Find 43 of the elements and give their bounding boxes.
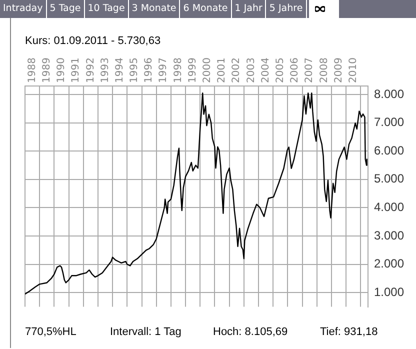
y-tick-label: 1.000 (374, 284, 404, 299)
text: 770,5%HL (25, 326, 76, 338)
x-tick-label: 1996 (144, 58, 155, 83)
x-tick-label: 2009 (333, 58, 344, 83)
x-tick-label: 1988 (26, 58, 38, 83)
x-tick-label: 2001 (216, 58, 228, 83)
text: Intervall: 1 Tag (110, 326, 182, 338)
x-tick-label: 2003 (246, 58, 257, 83)
x-tick-label: 2010 (348, 58, 359, 83)
x-tick-label: 2008 (318, 58, 330, 83)
x-tick-label: 1993 (100, 58, 111, 83)
y-tick-label: 6.000 (374, 143, 404, 158)
x-tick-label: 2005 (274, 58, 286, 83)
text: 5 Jahre (266, 0, 307, 18)
x-tick-label: 2007 (304, 58, 316, 83)
text: 5 Tage (46, 0, 85, 18)
x-tick-label: 1990 (56, 58, 68, 83)
text: 10 Tage (84, 0, 129, 18)
x-tick-label: 1997 (158, 58, 170, 83)
x-tick-label: 1994 (114, 58, 126, 83)
text: 6 Monate (180, 0, 232, 18)
y-tick-label: 4.000 (374, 200, 404, 214)
x-tick-label: 2004 (260, 58, 272, 83)
x-tick-label: 1989 (41, 58, 52, 83)
text: Tief: 931,18 (320, 326, 378, 338)
x-tick-label: 1999 (187, 58, 198, 83)
y-tick-label: 3.000 (374, 228, 404, 242)
x-tick-label: 1998 (172, 58, 184, 83)
text: Hoch: 8.105,69 (213, 326, 288, 338)
text: Intraday (0, 0, 47, 18)
text: 1 Jahr (232, 0, 266, 18)
y-tick-label: 7.000 (374, 115, 404, 130)
chart-title: Kurs: 01.09.2011 - 5.730,63 (25, 35, 161, 47)
y-tick-label: 2.000 (374, 256, 404, 271)
x-tick-label: 1992 (85, 58, 96, 83)
x-tick-label: 2000 (202, 58, 214, 83)
y-tick-label: 5.000 (374, 172, 404, 186)
x-tick-label: 1991 (70, 58, 82, 83)
x-tick-label: 1995 (129, 58, 140, 83)
text: 3 Monate (128, 0, 180, 18)
x-tick-label: 2002 (231, 58, 242, 83)
x-tick-label: 2006 (290, 58, 301, 83)
y-tick-label: 8.000 (374, 86, 404, 101)
